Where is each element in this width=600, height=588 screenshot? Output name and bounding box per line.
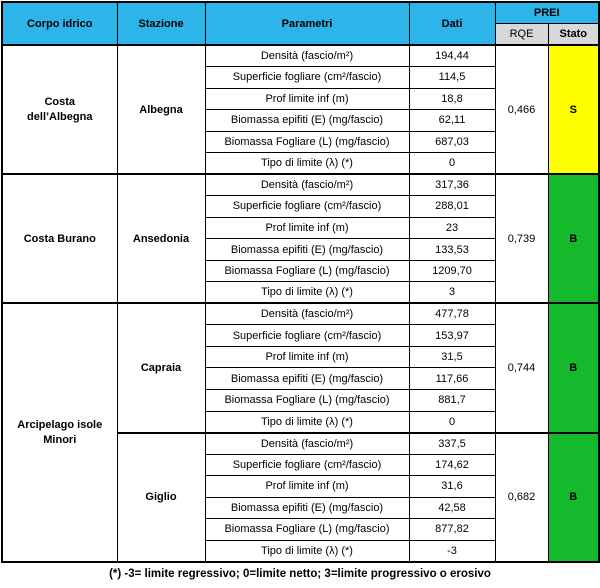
table-header: Corpo idrico Stazione Parametri Dati PRE… (1, 1, 600, 46)
param-label-cell: Biomassa Fogliare (L) (mg/fascio) (204, 389, 410, 412)
param-value-cell: 3 (408, 281, 496, 304)
param-value-cell: 31,5 (408, 345, 496, 369)
param-value-cell: 337,5 (408, 431, 496, 455)
param-value-cell: 174,62 (408, 453, 496, 477)
table-row: Arcipelago isole Minori Capraia Densità … (1, 302, 600, 563)
param-value-cell: 881,7 (408, 389, 496, 412)
param-label-cell: Biomassa epifiti (E) (mg/fascio) (204, 496, 410, 520)
param-label-cell: Densità (fascio/m²) (204, 431, 410, 455)
table-row: Tipo di limite (λ) (*) -3 (2, 539, 599, 563)
param-value-cell: 317,36 (408, 173, 496, 197)
table-row: Superficie fogliare (cm²/fascio) 153,97 (2, 324, 599, 347)
table-row: Prof limite inf (m) 31,6 (2, 475, 599, 498)
param-value-cell: 477,78 (408, 302, 496, 326)
table-row: Biomassa epifiti (E) (mg/fascio) 133,53 (2, 238, 599, 261)
header-corpo-idrico: Corpo idrico (1, 1, 118, 46)
prei-table: Corpo idrico Stazione Parametri Dati PRE… (1, 1, 600, 563)
param-label-cell: Densità (fascio/m²) (204, 173, 410, 197)
header-stato: Stato (547, 22, 600, 46)
param-label-cell: Tipo di limite (λ) (*) (204, 410, 410, 434)
header-parametri: Parametri (204, 1, 410, 46)
header-stazione: Stazione (116, 1, 206, 46)
param-value-cell: 288,01 (408, 195, 496, 218)
param-label-cell: Superficie fogliare (cm²/fascio) (204, 453, 410, 477)
param-value-cell: 117,66 (408, 367, 496, 390)
table-row: Superficie fogliare (cm²/fascio) 288,01 (2, 195, 599, 218)
param-value-cell: 18,8 (408, 87, 496, 111)
param-value-cell: 133,53 (408, 238, 496, 261)
rqe-cell: 0,466 (494, 44, 549, 175)
header-prei: PREI (494, 1, 600, 24)
table-row: Giglio Densità (fascio/m²) 337,5 0,682 B (2, 431, 600, 563)
footnote: (*) -3= limite regressivo; 0=limite nett… (109, 568, 491, 580)
param-label-cell: Superficie fogliare (cm²/fascio) (204, 66, 410, 89)
stato-cell: B (547, 302, 600, 434)
table-row: Prof limite inf (m) 31,5 (2, 345, 599, 369)
stato-cell: B (547, 431, 600, 563)
table-row: Biomassa Fogliare (L) (mg/fascio) 1209,7… (2, 259, 599, 283)
param-label-cell: Prof limite inf (m) (204, 475, 410, 498)
rqe-cell: 0,739 (494, 173, 549, 304)
table-row: Biomassa epifiti (E) (mg/fascio) 62,11 (2, 109, 599, 132)
param-label-cell: Superficie fogliare (cm²/fascio) (204, 324, 410, 347)
param-value-cell: 0 (408, 152, 496, 175)
table-row: Tipo di limite (λ) (*) 0 (2, 152, 599, 175)
table-row: Biomassa epifiti (E) (mg/fascio) 117,66 (2, 367, 599, 390)
header-rqe: RQE (494, 22, 549, 46)
stazione-cell: Giglio (116, 431, 206, 563)
param-value-cell: 1209,70 (408, 259, 496, 283)
param-value-cell: 114,5 (408, 66, 496, 89)
param-label-cell: Biomassa epifiti (E) (mg/fascio) (204, 238, 410, 261)
param-value-cell: 42,58 (408, 496, 496, 520)
param-value-cell: 194,44 (408, 44, 496, 68)
param-value-cell: 0 (408, 410, 496, 434)
param-value-cell: 687,03 (408, 130, 496, 154)
param-value-cell: 877,82 (408, 518, 496, 541)
param-label-cell: Superficie fogliare (cm²/fascio) (204, 195, 410, 218)
param-label-cell: Biomassa Fogliare (L) (mg/fascio) (204, 259, 410, 283)
table-row: Tipo di limite (λ) (*) 0 (2, 410, 599, 434)
table-row: Biomassa Fogliare (L) (mg/fascio) 881,7 (2, 389, 599, 412)
param-label-cell: Tipo di limite (λ) (*) (204, 152, 410, 175)
stato-cell: B (547, 173, 600, 304)
param-label-cell: Densità (fascio/m²) (204, 302, 410, 326)
header-dati: Dati (408, 1, 496, 46)
table-row: Costa dell’Albegna Albegna Densità (fasc… (1, 44, 600, 175)
stazione-cell: Albegna (116, 44, 206, 175)
param-label-cell: Biomassa Fogliare (L) (mg/fascio) (204, 518, 410, 541)
param-label-cell: Prof limite inf (m) (204, 345, 410, 369)
param-label-cell: Biomassa epifiti (E) (mg/fascio) (204, 367, 410, 390)
param-value-cell: 23 (408, 216, 496, 240)
corpo-idrico-cell: Costa Burano (1, 173, 118, 304)
table-row: Superficie fogliare (cm²/fascio) 114,5 (2, 66, 599, 89)
param-label-cell: Tipo di limite (λ) (*) (204, 539, 410, 563)
table-row: Superficie fogliare (cm²/fascio) 174,62 (2, 453, 599, 477)
param-label-cell: Tipo di limite (λ) (*) (204, 281, 410, 304)
param-value-cell: 62,11 (408, 109, 496, 132)
param-value-cell: -3 (408, 539, 496, 563)
param-value-cell: 31,6 (408, 475, 496, 498)
table-row: Costa Burano Ansedonia Densità (fascio/m… (1, 173, 600, 304)
param-value-cell: 153,97 (408, 324, 496, 347)
param-label-cell: Biomassa Fogliare (L) (mg/fascio) (204, 130, 410, 154)
table-row: Biomassa Fogliare (L) (mg/fascio) 877,82 (2, 518, 599, 541)
stazione-cell: Ansedonia (116, 173, 206, 304)
param-label-cell: Prof limite inf (m) (204, 87, 410, 111)
corpo-idrico-cell: Arcipelago isole Minori (1, 302, 118, 563)
param-label-cell: Densità (fascio/m²) (204, 44, 410, 68)
corpo-idrico-cell: Costa dell’Albegna (1, 44, 118, 175)
param-label-cell: Biomassa epifiti (E) (mg/fascio) (204, 109, 410, 132)
param-label-cell: Prof limite inf (m) (204, 216, 410, 240)
stazione-cell: Capraia (116, 302, 206, 434)
table-row: Biomassa epifiti (E) (mg/fascio) 42,58 (2, 496, 599, 520)
rqe-cell: 0,744 (494, 302, 549, 434)
stato-cell: S (547, 44, 600, 175)
rqe-cell: 0,682 (494, 431, 549, 563)
